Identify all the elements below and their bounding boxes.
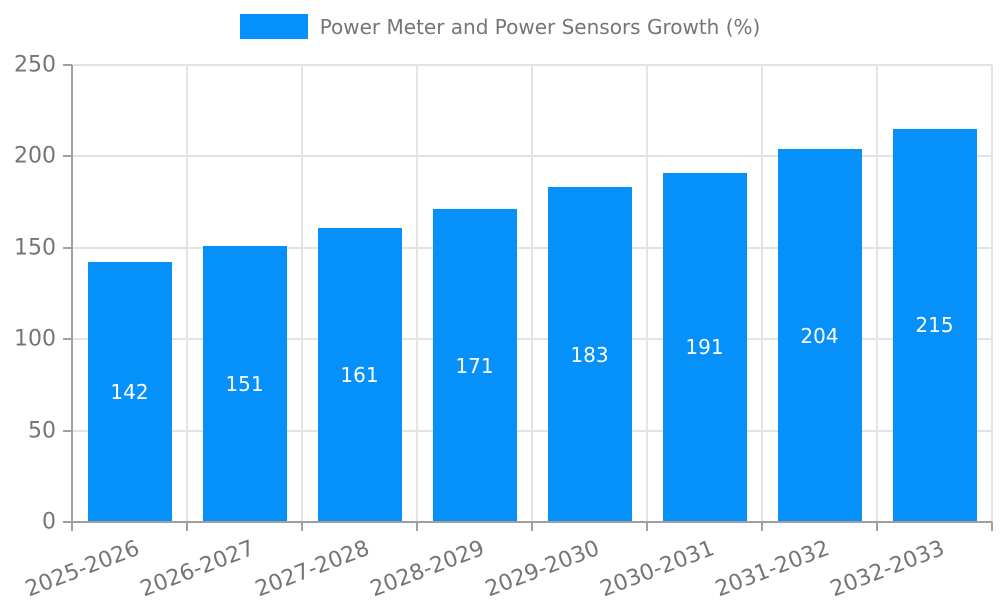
y-axis-line	[71, 65, 73, 522]
bar-2031-2032	[777, 149, 862, 522]
bar-2026-2027	[202, 245, 287, 522]
y-axis-tick	[63, 429, 72, 432]
y-axis-tick	[63, 155, 72, 158]
gridline-vertical	[876, 65, 878, 522]
y-tick-label: 200	[14, 143, 56, 169]
y-axis-tick	[63, 338, 72, 341]
y-tick-label: 150	[14, 235, 56, 261]
x-tick-label: 2030-2031	[596, 536, 718, 600]
gridline-vertical	[761, 65, 763, 522]
gridline-vertical	[301, 65, 303, 522]
x-axis-tick	[761, 522, 763, 531]
bar-value-label: 151	[225, 371, 264, 396]
x-tick-label: 2029-2030	[481, 536, 603, 600]
y-axis-tick	[63, 64, 72, 66]
y-tick-label: 100	[14, 326, 56, 352]
x-tick-label: 2026-2027	[136, 536, 258, 600]
x-axis-tick	[301, 522, 303, 531]
bar-2032-2033	[892, 128, 977, 522]
bar-2030-2031	[662, 172, 747, 522]
x-axis-tick	[531, 522, 533, 531]
x-axis-tick	[646, 522, 648, 531]
bar-value-label: 204	[800, 323, 839, 348]
bar-value-label: 142	[110, 380, 149, 405]
y-tick-label: 250	[14, 52, 56, 78]
legend: Power Meter and Power Sensors Growth (%)	[0, 14, 1000, 39]
bar-2028-2029	[432, 209, 517, 522]
bar-value-label: 215	[915, 313, 954, 338]
bar-2027-2028	[317, 227, 402, 522]
x-axis-tick	[991, 522, 993, 531]
bar-2029-2030	[547, 187, 632, 522]
x-axis-tick	[186, 522, 188, 531]
bar-value-label: 171	[455, 353, 494, 378]
gridline-vertical	[416, 65, 418, 522]
x-tick-label: 2025-2026	[21, 536, 143, 600]
x-axis-tick	[876, 522, 878, 531]
bar-value-label: 191	[685, 335, 724, 360]
legend-swatch	[239, 14, 308, 39]
plot-area: 142 151 161 171 183 191 204 215 0 50 100 150 200 250…	[14, 53, 993, 600]
gridline-vertical	[991, 65, 993, 522]
x-tick-label: 2027-2028	[251, 536, 373, 600]
gridline-vertical	[531, 65, 533, 522]
x-tick-label: 2032-2033	[826, 536, 948, 600]
legend-label: Power Meter and Power Sensors Growth (%)	[319, 14, 761, 39]
x-tick-label: 2031-2032	[711, 536, 833, 600]
y-axis-tick	[63, 246, 72, 249]
x-tick-label: 2028-2029	[366, 536, 488, 600]
gridline-vertical	[646, 65, 648, 522]
bar-value-label: 161	[340, 362, 379, 387]
x-axis-line	[64, 521, 992, 523]
y-tick-label: 50	[28, 418, 56, 444]
bar-2025-2026	[87, 262, 172, 522]
x-axis-tick	[71, 522, 73, 531]
gridline-vertical	[186, 65, 188, 522]
x-axis-tick	[416, 522, 418, 531]
bar-value-label: 183	[570, 342, 609, 367]
y-tick-label: 0	[42, 509, 56, 535]
